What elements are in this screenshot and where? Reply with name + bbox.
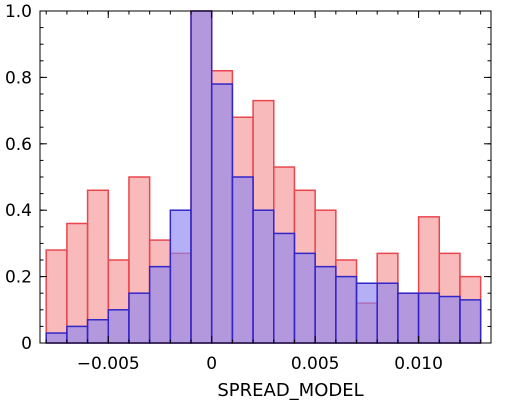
histogram-bar-series1 [66, 222, 89, 344]
histogram-bar-series2 [438, 295, 461, 344]
histogram-bar-series2 [45, 332, 68, 344]
x-axis-title: SPREAD_MODEL [217, 380, 363, 400]
histogram-bar-series2 [252, 209, 275, 344]
y-tick-label: 0.6 [5, 135, 32, 155]
ticks-layer: −0.005 0 0.005 0.010 0 0.2 0.4 0.6 0.8 1.0 [5, 2, 491, 374]
histogram-bar-series2 [86, 319, 110, 344]
histogram-bar-series2 [397, 292, 420, 344]
histogram-bar-series2 [459, 299, 482, 344]
histogram-bar-series2 [107, 309, 130, 344]
histogram-bar-series2 [335, 275, 358, 344]
histogram-bar-series2 [190, 10, 213, 344]
histogram-bar-series2 [417, 292, 441, 344]
histogram-bar-series2 [376, 282, 399, 344]
histogram-bar-series2 [231, 176, 254, 344]
histogram-bar-series2 [273, 232, 296, 344]
y-tick-label: 1.0 [5, 2, 32, 22]
y-tick-label: 0.4 [5, 201, 32, 221]
histogram-bar-series2 [293, 252, 316, 344]
plot-frame [39, 10, 492, 344]
histogram-bar-series2 [66, 325, 89, 344]
histogram-bar-series2 [210, 83, 234, 344]
histogram-bar-series2 [355, 282, 378, 344]
histogram-bar-series2 [148, 265, 172, 344]
histogram-bar-series2 [169, 209, 192, 344]
bars-layer [45, 10, 482, 344]
histogram-bar-series2 [128, 292, 151, 344]
x-tick-label: 0.010 [394, 354, 443, 374]
histogram-bar-series2 [314, 265, 337, 344]
y-tick-label: 0.2 [5, 268, 32, 288]
histogram-bar-series1 [45, 249, 68, 344]
x-tick-label: 0 [206, 354, 217, 374]
x-tick-label: 0.005 [291, 354, 340, 374]
x-tick-label: −0.005 [77, 354, 140, 374]
y-tick-label: 0.8 [5, 68, 32, 88]
y-tick-label: 0 [21, 334, 32, 354]
